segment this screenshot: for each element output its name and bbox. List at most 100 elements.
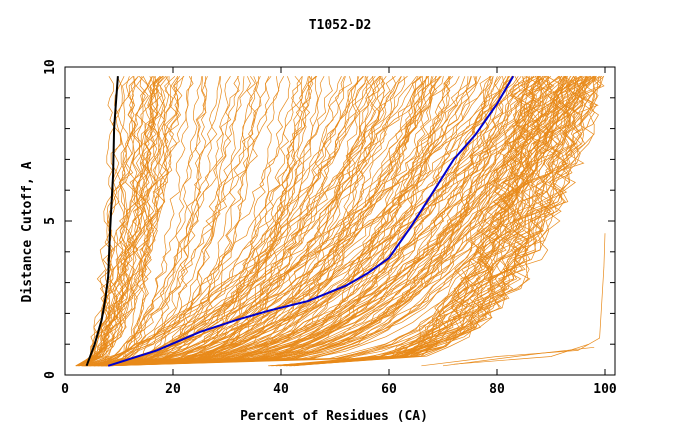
- model-curve: [86, 76, 180, 367]
- model-curve: [89, 76, 584, 367]
- model-curve: [107, 75, 380, 367]
- model-curve: [77, 76, 159, 367]
- model-curve: [92, 76, 568, 367]
- model-curve: [81, 76, 436, 367]
- model-curve: [86, 75, 139, 367]
- model-curve: [82, 76, 222, 367]
- x-tick-label: 0: [61, 382, 69, 397]
- model-curve: [276, 75, 580, 367]
- model-curve: [90, 75, 303, 367]
- model-curve: [94, 75, 589, 367]
- model-curve: [98, 76, 240, 367]
- model-curve: [292, 75, 541, 367]
- model-curve: [87, 76, 125, 366]
- model-curve: [102, 76, 492, 367]
- model-curve: [109, 75, 408, 367]
- model-curve: [285, 75, 588, 367]
- model-curve: [289, 76, 588, 367]
- model-curve: [106, 76, 221, 367]
- model-curve: [84, 75, 139, 367]
- model-curve: [453, 343, 589, 365]
- model-curve: [84, 76, 194, 367]
- x-tick-label: 20: [165, 382, 181, 397]
- model-curve: [287, 75, 537, 367]
- model-curve: [269, 75, 601, 367]
- x-axis: 0 20 40 60 80 100: [61, 67, 617, 397]
- model-curve: [93, 75, 272, 367]
- model-curve: [87, 75, 374, 367]
- model-curve: [110, 76, 525, 367]
- highlight-series-0: [85, 76, 119, 367]
- y-axis-label: Distance Cutoff, A: [20, 161, 35, 302]
- model-curve: [83, 76, 451, 367]
- model-curve: [284, 76, 559, 367]
- model-curve: [279, 76, 531, 367]
- model-curve: [96, 76, 312, 367]
- model-curve: [279, 76, 602, 367]
- model-curve: [288, 75, 563, 367]
- model-curve: [279, 75, 547, 367]
- x-axis-label: Percent of Residues (CA): [240, 409, 428, 424]
- model-curve: [276, 76, 549, 367]
- model-curve: [98, 76, 261, 367]
- model-curve: [93, 76, 494, 367]
- model-curve: [108, 76, 481, 367]
- model-curve: [277, 75, 552, 367]
- y-tick-label: 10: [43, 59, 58, 75]
- model-curve: [80, 76, 530, 367]
- model-curve: [100, 76, 428, 367]
- x-tick-label: 60: [381, 382, 397, 397]
- model-curve: [289, 76, 579, 367]
- model-curve: [99, 75, 582, 367]
- model-curve: [101, 76, 397, 367]
- model-curve: [92, 75, 166, 367]
- model-curve: [81, 76, 155, 367]
- model-curve: [75, 76, 149, 367]
- model-curve: [111, 76, 203, 367]
- model-curve: [82, 75, 376, 367]
- model-curve: [101, 76, 432, 367]
- model-curve: [86, 76, 193, 367]
- model-curve: [267, 76, 576, 367]
- model-curve: [93, 75, 492, 367]
- model-curve: [442, 346, 595, 367]
- model-curve: [275, 75, 565, 367]
- model-curve: [289, 75, 582, 367]
- model-curve: [84, 76, 444, 367]
- x-tick-label: 40: [273, 382, 289, 397]
- model-curve: [88, 75, 550, 367]
- model-curve: [102, 76, 460, 367]
- model-curve: [110, 75, 442, 367]
- model-curve: [80, 76, 519, 367]
- model-curve: [110, 75, 528, 367]
- model-lines: [75, 75, 606, 367]
- model-curve: [98, 76, 492, 367]
- highlight-series-1: [107, 75, 515, 367]
- model-curve: [290, 75, 605, 367]
- model-curve: [99, 76, 285, 367]
- y-axis: 0 5 10: [43, 59, 615, 379]
- model-curve: [83, 76, 434, 367]
- model-curve: [286, 76, 572, 367]
- model-curve: [82, 76, 156, 367]
- chart-title: T1052-D2: [309, 18, 372, 33]
- model-curve: [84, 75, 185, 367]
- model-curve: [102, 76, 240, 367]
- model-curve: [85, 75, 586, 367]
- x-tick-label: 100: [593, 382, 617, 397]
- model-curve: [92, 75, 430, 367]
- y-tick-label: 0: [43, 371, 58, 379]
- model-curve: [106, 76, 498, 367]
- model-curve: [83, 75, 364, 367]
- model-curve: [76, 75, 164, 367]
- model-curve: [89, 76, 231, 367]
- model-curve: [275, 75, 599, 367]
- highlight-lines: [85, 75, 515, 367]
- model-curve: [100, 75, 451, 367]
- model-curve: [102, 76, 251, 367]
- model-curve: [94, 75, 423, 367]
- y-tick-label: 5: [43, 217, 58, 225]
- model-curve: [88, 76, 366, 367]
- model-curve: [94, 75, 535, 367]
